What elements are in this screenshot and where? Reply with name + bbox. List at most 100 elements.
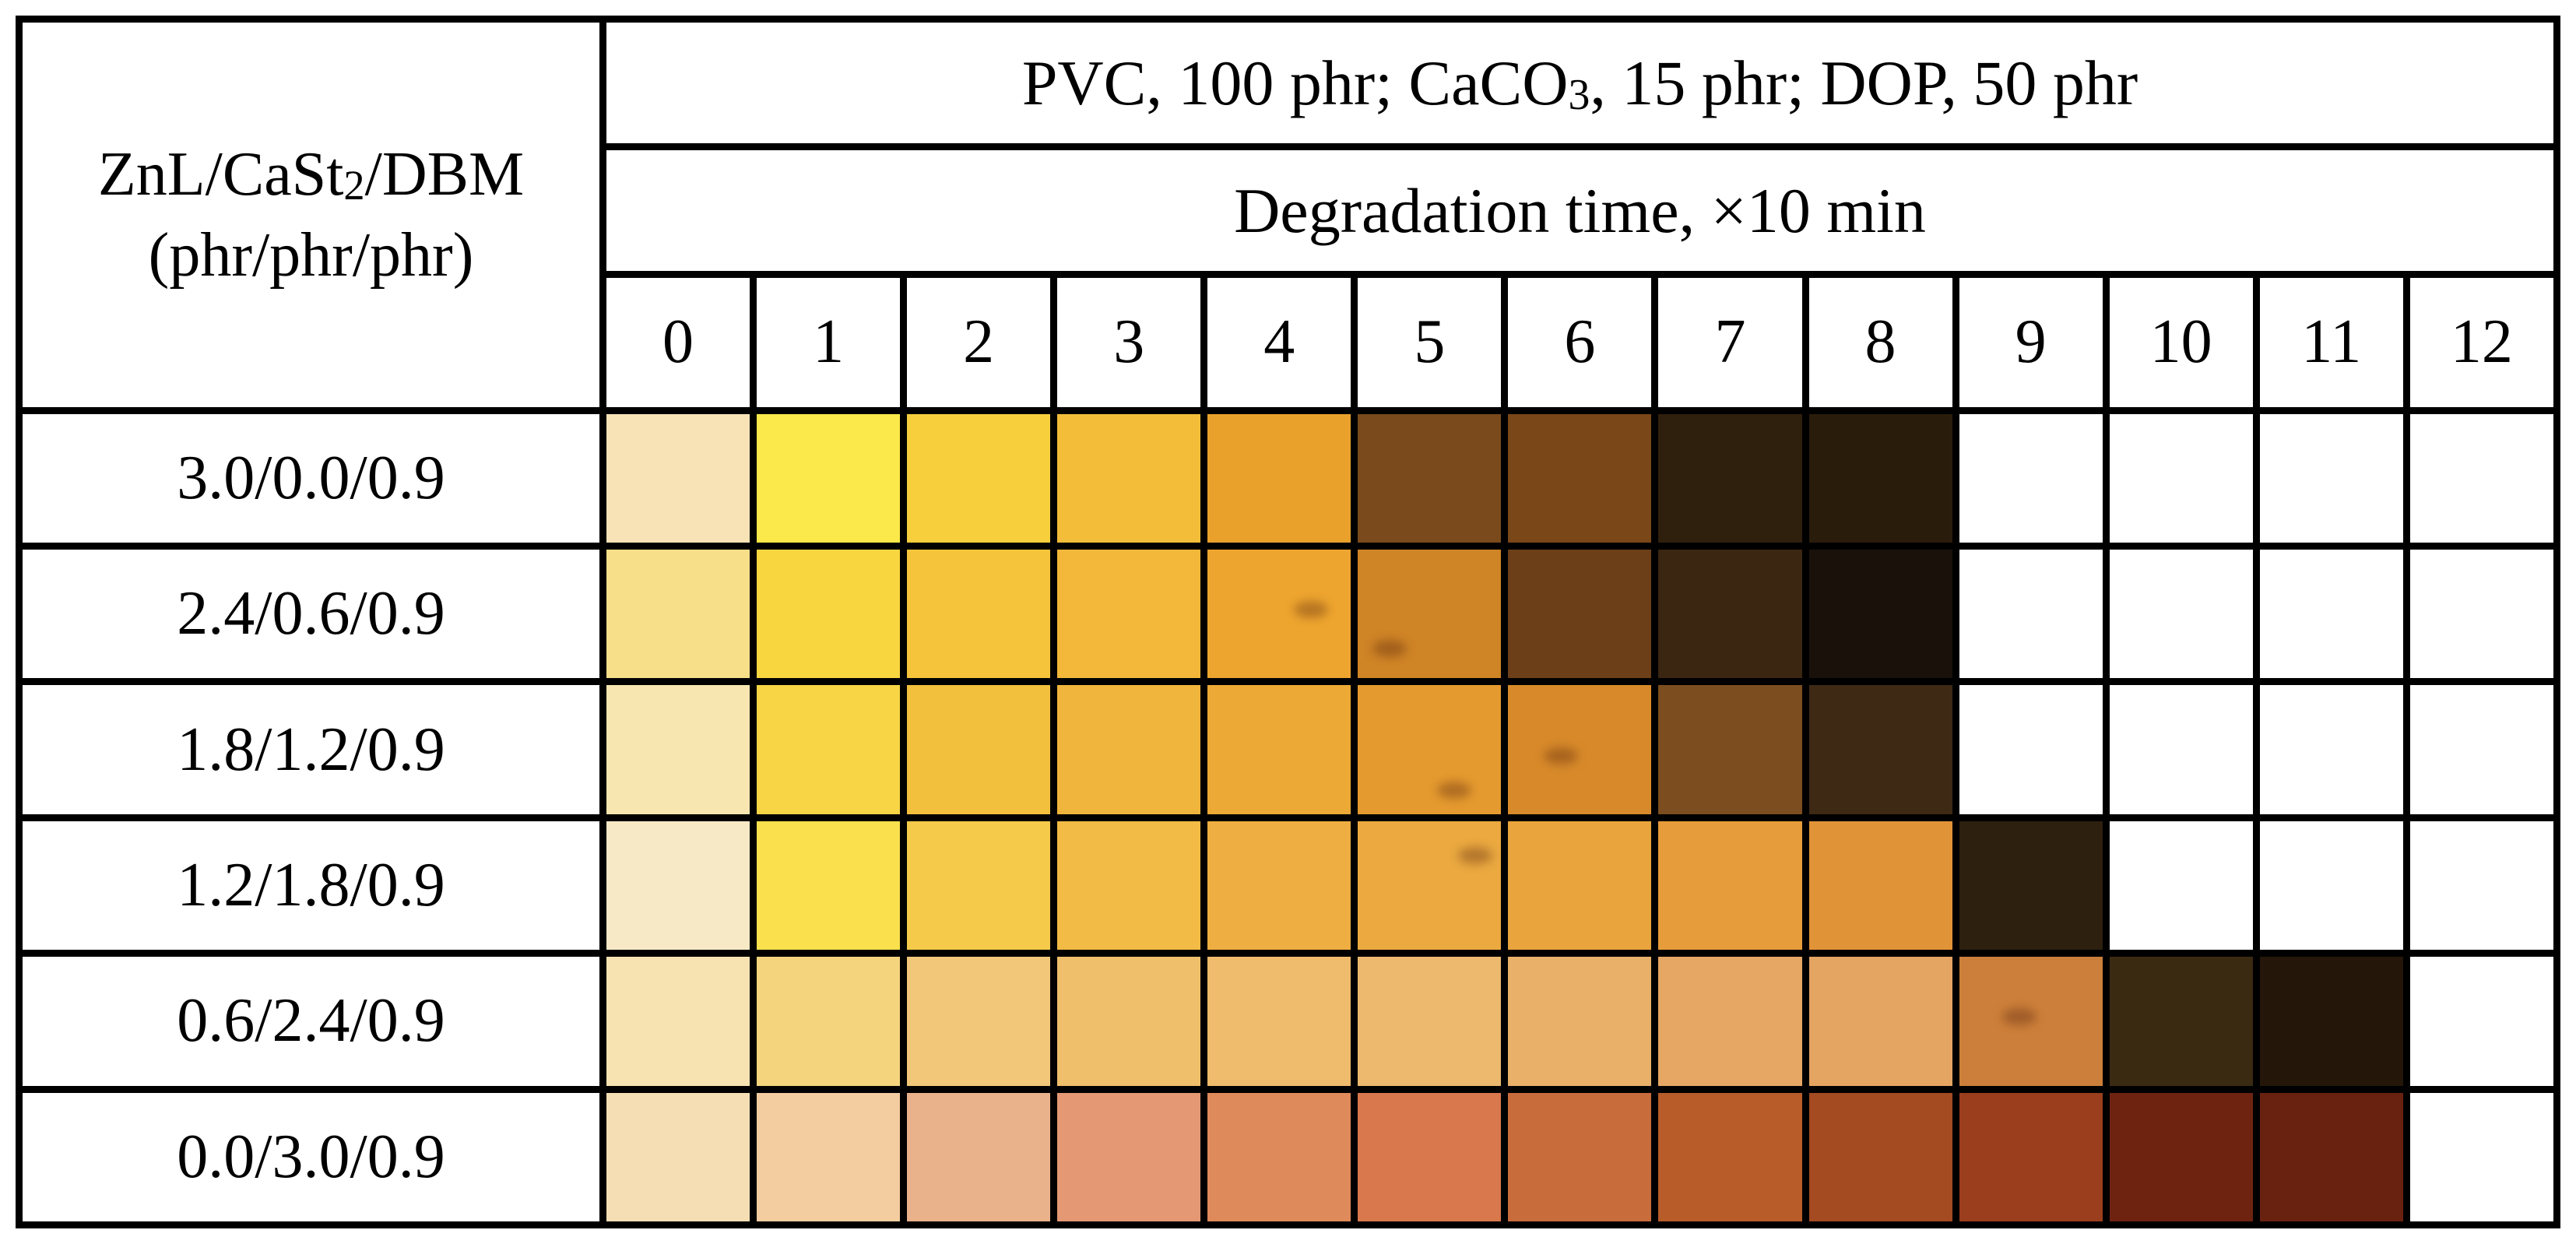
color-swatch [1200,1085,1358,1229]
color-swatch [900,950,1058,1093]
color-swatch [900,543,1058,686]
color-swatch [900,1085,1058,1229]
table-row: 2.4/0.6/0.9 [16,543,2561,686]
sample-rows: 3.0/0.0/0.9 2.4/0.6/0.9 1.8/1.2/0.9 1.2/1.8… [16,406,2561,1229]
composition-label: 0.0/3.0/0.9 [16,1085,606,1229]
color-swatch [599,1085,757,1229]
color-swatch [1801,678,1959,821]
color-swatch [1651,814,1809,958]
color-swatch [1651,1085,1809,1229]
color-swatch [750,814,908,958]
color-swatch [2102,678,2260,821]
color-swatch [1050,406,1208,550]
composition-label: 1.8/1.2/0.9 [16,678,606,821]
color-swatch [1952,950,2110,1093]
time-label-4: 4 [1200,271,1358,414]
color-swatch [1351,1085,1509,1229]
color-swatch [2402,1085,2561,1229]
color-swatch [1651,678,1809,821]
degradation-color-table: ZnL/CaSt2/DBM (phr/phr/phr) PVC, 100 phr… [16,15,2561,1229]
color-swatch [1351,678,1509,821]
color-swatch [2402,406,2561,550]
color-swatch [1801,1085,1959,1229]
time-label-12: 12 [2402,271,2561,414]
color-swatch [1200,543,1358,686]
color-swatch [1501,543,1659,686]
color-swatch [2252,950,2410,1093]
time-label-7: 7 [1651,271,1809,414]
time-label-6: 6 [1501,271,1659,414]
color-swatch [900,406,1058,550]
time-label-10: 10 [2102,271,2260,414]
color-swatch [599,543,757,686]
color-swatch [2102,1085,2260,1229]
color-swatch [2402,543,2561,686]
color-swatch [900,814,1058,958]
table-row: 0.0/3.0/0.9 [16,1085,2561,1229]
time-label-2: 2 [900,271,1058,414]
color-swatch [1952,814,2110,958]
composition-label: 0.6/2.4/0.9 [16,950,606,1093]
color-swatch [750,950,908,1093]
color-swatch [1501,814,1659,958]
color-swatch [1501,406,1659,550]
color-swatch [1952,678,2110,821]
time-label-3: 3 [1050,271,1208,414]
color-swatch [750,543,908,686]
color-swatch [1050,1085,1208,1229]
color-swatch [900,678,1058,821]
color-swatch [1351,406,1509,550]
color-swatch [2102,814,2260,958]
color-swatch [2102,950,2260,1093]
color-swatch [1952,1085,2110,1229]
color-swatch [1050,950,1208,1093]
color-swatch [1651,543,1809,686]
color-swatch [1050,678,1208,821]
color-swatch [2402,950,2561,1093]
composition-label: 3.0/0.0/0.9 [16,406,606,550]
color-swatch [1651,950,1809,1093]
color-swatch [2252,814,2410,958]
color-swatch [1801,950,1959,1093]
composition-label: 2.4/0.6/0.9 [16,543,606,686]
table-row: 3.0/0.0/0.9 [16,406,2561,550]
color-swatch [599,406,757,550]
color-swatch [1200,678,1358,821]
composition-header-line1: ZnL/CaSt2/DBM [97,139,525,209]
color-swatch [1501,1085,1659,1229]
color-swatch [1501,678,1659,821]
color-swatch [1050,814,1208,958]
color-swatch [1952,543,2110,686]
color-swatch [1351,543,1509,686]
table-row: 1.2/1.8/0.9 [16,814,2561,958]
stability-table-figure: ZnL/CaSt2/DBM (phr/phr/phr) PVC, 100 phr… [16,15,2561,1229]
time-label-11: 11 [2252,271,2410,414]
time-label-8: 8 [1801,271,1959,414]
composition-column-header: ZnL/CaSt2/DBM (phr/phr/phr) [16,16,606,414]
color-swatch [2252,406,2410,550]
time-label-1: 1 [750,271,908,414]
color-swatch [1952,406,2110,550]
table-row: 0.6/2.4/0.9 [16,950,2561,1093]
formulation-title: PVC, 100 phr; CaCO3, 15 phr; DOP, 50 phr [599,15,2560,151]
color-swatch [1801,543,1959,686]
color-swatch [750,406,908,550]
color-swatch [1501,950,1659,1093]
composition-header-line2: (phr/phr/phr) [148,220,474,290]
color-swatch [599,814,757,958]
color-swatch [1651,406,1809,550]
color-swatch [1200,950,1358,1093]
time-label-0: 0 [599,271,757,414]
color-swatch [2102,406,2260,550]
color-swatch [2252,1085,2410,1229]
color-swatch [1801,814,1959,958]
color-swatch [599,950,757,1093]
color-swatch [2402,814,2561,958]
color-swatch [2252,678,2410,821]
color-swatch [2402,678,2561,821]
color-swatch [1351,814,1509,958]
time-label-9: 9 [1952,271,2110,414]
color-swatch [599,678,757,821]
time-labels-row: 0 1 2 3 4 5 6 7 8 9 10 11 12 [19,271,2561,414]
color-swatch [2102,543,2260,686]
